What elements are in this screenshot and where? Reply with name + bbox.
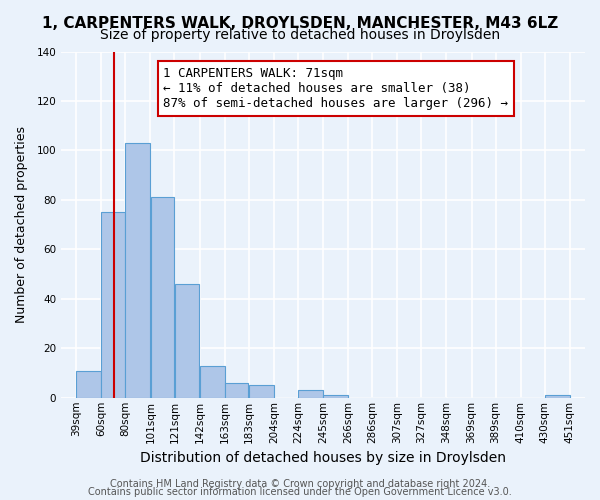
Text: Contains HM Land Registry data © Crown copyright and database right 2024.: Contains HM Land Registry data © Crown c…	[110, 479, 490, 489]
Bar	[76, 370, 101, 398]
Y-axis label: Number of detached properties: Number of detached properties	[15, 126, 28, 323]
Text: Size of property relative to detached houses in Droylsden: Size of property relative to detached ho…	[100, 28, 500, 42]
Text: Contains public sector information licensed under the Open Government Licence v3: Contains public sector information licen…	[88, 487, 512, 497]
Bar	[101, 212, 125, 398]
Bar	[249, 386, 274, 398]
Bar	[200, 366, 224, 398]
Text: 1 CARPENTERS WALK: 71sqm
← 11% of detached houses are smaller (38)
87% of semi-d: 1 CARPENTERS WALK: 71sqm ← 11% of detach…	[163, 67, 508, 110]
Bar	[175, 284, 199, 398]
Bar	[151, 198, 174, 398]
Text: 1, CARPENTERS WALK, DROYLSDEN, MANCHESTER, M43 6LZ: 1, CARPENTERS WALK, DROYLSDEN, MANCHESTE…	[42, 16, 558, 31]
X-axis label: Distribution of detached houses by size in Droylsden: Distribution of detached houses by size …	[140, 451, 506, 465]
Bar	[298, 390, 323, 398]
Bar	[545, 396, 570, 398]
Bar	[125, 143, 150, 398]
Bar	[225, 383, 248, 398]
Bar	[323, 396, 348, 398]
